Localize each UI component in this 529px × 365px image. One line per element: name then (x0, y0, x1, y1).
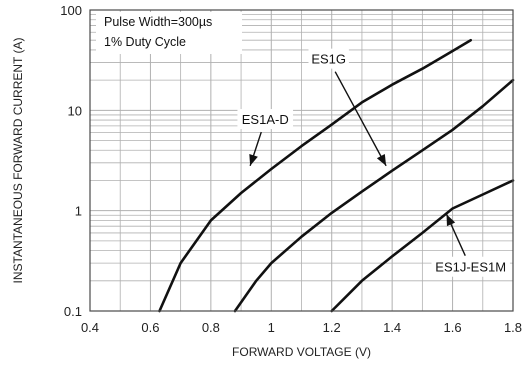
series-label-background (237, 109, 294, 130)
x-axis-title: FORWARD VOLTAGE (V) (232, 345, 371, 359)
series-line-es1j-es1m (330, 179, 515, 313)
x-tick-label: 0.8 (202, 320, 220, 335)
series-labels: ES1A-D ES1G ES1J-ES1M (237, 48, 510, 277)
series-label-es1j-es1m: ES1J-ES1M (435, 260, 506, 275)
arrow-head-es1j-es1m (446, 214, 456, 227)
tick-labels: 0.4 0.6 0.8 1 1.2 1.4 1.6 1.8 0.1 1 10 100 (60, 3, 522, 335)
y-tick-label: 10 (68, 103, 82, 118)
arrow-line-es1g (334, 71, 387, 167)
series-curves (158, 38, 515, 313)
x-tick-label: 1 (268, 320, 275, 335)
arrow-head-es1g (376, 153, 387, 166)
x-tick-label: 0.6 (141, 320, 159, 335)
series-label-es1g: ES1G (311, 52, 346, 67)
y-tick-label: 100 (60, 3, 82, 18)
y-tick-label: 1 (75, 204, 82, 219)
series-label-background (431, 256, 510, 277)
series-line-es1g (233, 78, 515, 313)
annotation-background (96, 12, 242, 54)
annotation-box: Pulse Width=300µs 1% Duty Cycle (96, 12, 242, 54)
annotation-duty-cycle: 1% Duty Cycle (104, 35, 186, 49)
y-axis-title: INSTANTANEOUS FORWARD CURRENT (A) (11, 37, 25, 283)
x-tick-label: 1.4 (383, 320, 401, 335)
x-tick-label: 1.8 (504, 320, 522, 335)
arrow-head-es1a-d (249, 153, 258, 166)
x-tick-label: 1.2 (323, 320, 341, 335)
series-line-es1a-d (158, 38, 472, 313)
x-tick-label: 1.6 (444, 320, 462, 335)
series-label-es1a-d: ES1A-D (242, 112, 289, 127)
series-label-background (308, 48, 349, 69)
plot-border (89, 9, 514, 312)
x-tick-label: 0.4 (81, 320, 99, 335)
annotation-pulse-width: Pulse Width=300µs (104, 15, 212, 29)
y-tick-label: 0.1 (64, 304, 82, 319)
plot-frame (89, 9, 514, 312)
